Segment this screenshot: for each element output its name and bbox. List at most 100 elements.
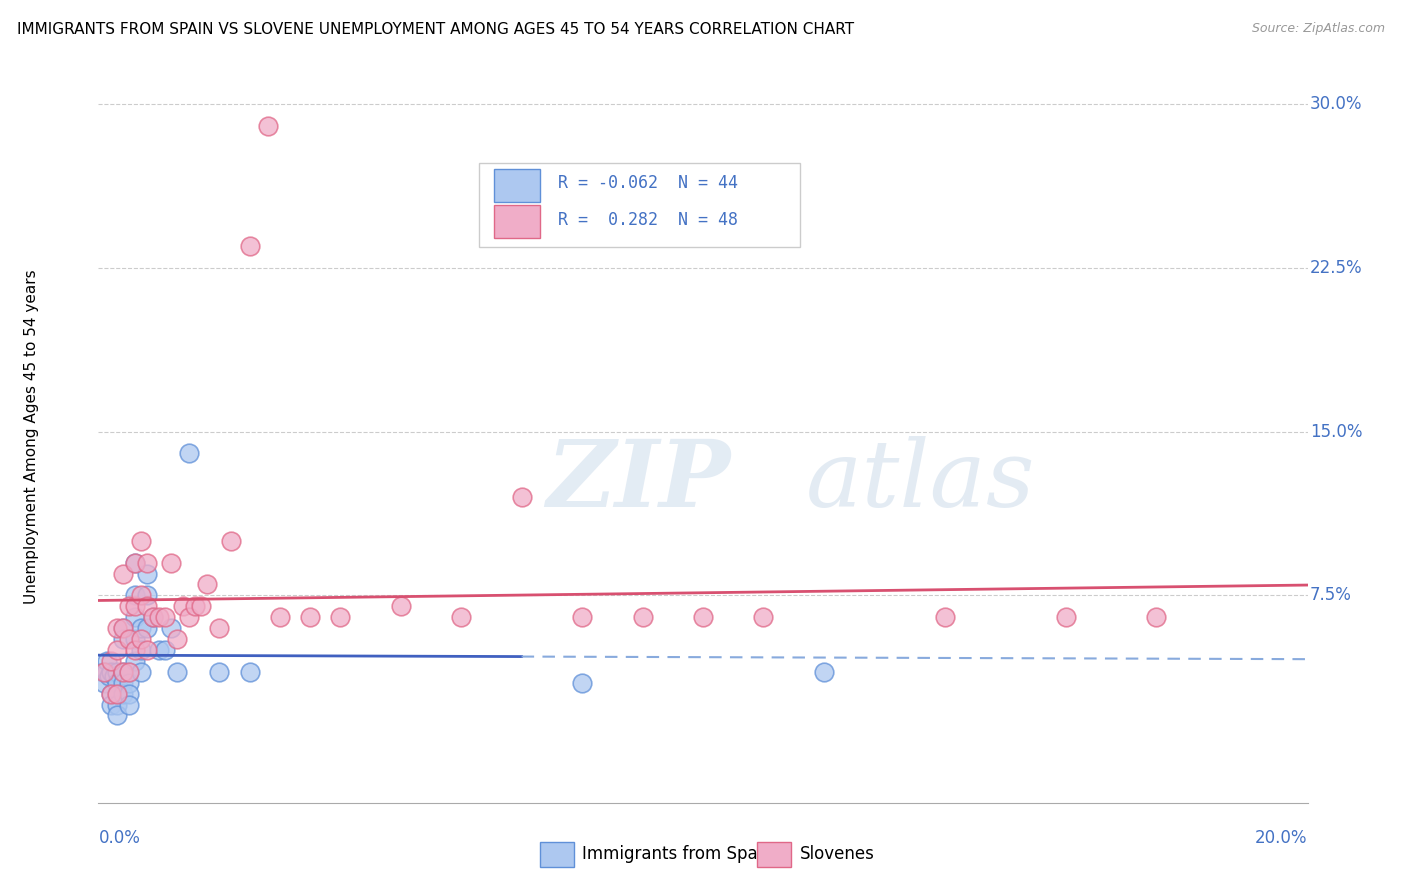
Point <box>813 665 835 679</box>
Point <box>124 599 146 614</box>
Point <box>118 632 141 646</box>
Point <box>450 610 472 624</box>
Point <box>934 610 956 624</box>
Point <box>111 621 134 635</box>
Point <box>118 599 141 614</box>
Text: R = -0.062  N = 44: R = -0.062 N = 44 <box>558 174 738 193</box>
Text: Immigrants from Spain: Immigrants from Spain <box>582 845 773 863</box>
Point <box>124 610 146 624</box>
Point <box>124 556 146 570</box>
Point <box>129 665 152 679</box>
Point <box>160 556 183 570</box>
Text: 30.0%: 30.0% <box>1310 95 1362 113</box>
Point <box>103 669 125 683</box>
Point <box>100 665 122 679</box>
Point <box>105 687 128 701</box>
Point <box>221 533 243 548</box>
Point <box>111 621 134 635</box>
Point <box>118 675 141 690</box>
Point <box>195 577 218 591</box>
Point <box>153 610 176 624</box>
Point <box>256 119 278 133</box>
Point <box>135 599 157 614</box>
Point <box>124 654 146 668</box>
Point <box>118 665 141 679</box>
Point <box>111 665 134 679</box>
Point <box>269 610 291 624</box>
Text: 20.0%: 20.0% <box>1256 829 1308 847</box>
Point <box>96 665 118 679</box>
Point <box>153 643 176 657</box>
Text: 0.0%: 0.0% <box>98 829 141 847</box>
Point <box>179 446 201 460</box>
Point <box>105 621 128 635</box>
Point <box>124 588 146 602</box>
Point <box>135 566 157 581</box>
Point <box>129 588 152 602</box>
Point <box>105 675 128 690</box>
Text: R =  0.282  N = 48: R = 0.282 N = 48 <box>558 211 738 229</box>
Point <box>124 556 146 570</box>
FancyBboxPatch shape <box>494 169 540 202</box>
Point <box>111 687 134 701</box>
Point <box>111 675 134 690</box>
Point <box>190 599 212 614</box>
Point <box>148 643 170 657</box>
Point <box>179 610 201 624</box>
Point <box>111 566 134 581</box>
Point <box>105 698 128 712</box>
Point <box>135 643 157 657</box>
Point <box>105 708 128 723</box>
Point <box>166 665 188 679</box>
Text: 7.5%: 7.5% <box>1310 586 1353 605</box>
Text: Unemployment Among Ages 45 to 54 years: Unemployment Among Ages 45 to 54 years <box>24 269 39 605</box>
Point <box>172 599 194 614</box>
Bar <box>758 841 792 867</box>
FancyBboxPatch shape <box>494 205 540 238</box>
Point <box>100 687 122 701</box>
Point <box>752 610 775 624</box>
Point <box>100 654 122 668</box>
Point <box>129 632 152 646</box>
Point <box>571 675 593 690</box>
Point <box>299 610 322 624</box>
Point <box>111 665 134 679</box>
Text: 15.0%: 15.0% <box>1310 423 1362 441</box>
Point <box>208 621 231 635</box>
Point <box>239 665 262 679</box>
Point <box>93 675 115 690</box>
Point <box>135 621 157 635</box>
Point <box>129 533 152 548</box>
Point <box>389 599 412 614</box>
Point <box>142 610 165 624</box>
Point <box>118 698 141 712</box>
Text: Source: ZipAtlas.com: Source: ZipAtlas.com <box>1251 22 1385 36</box>
Point <box>1144 610 1167 624</box>
Bar <box>540 841 574 867</box>
Point <box>105 665 128 679</box>
Point <box>135 556 157 570</box>
Point <box>208 665 231 679</box>
Point <box>124 632 146 646</box>
Point <box>329 610 352 624</box>
FancyBboxPatch shape <box>479 163 800 247</box>
Point <box>118 687 141 701</box>
Text: 22.5%: 22.5% <box>1310 259 1362 277</box>
Point <box>148 610 170 624</box>
Text: Slovenes: Slovenes <box>800 845 875 863</box>
Point <box>135 588 157 602</box>
Text: ZIP: ZIP <box>546 436 730 526</box>
Point <box>631 610 654 624</box>
Point <box>100 687 122 701</box>
Point <box>184 599 207 614</box>
Point <box>96 654 118 668</box>
Point <box>118 665 141 679</box>
Point <box>239 239 262 253</box>
Point <box>91 665 114 679</box>
Point <box>93 665 115 679</box>
Point <box>510 490 533 504</box>
Point <box>142 610 165 624</box>
Text: atlas: atlas <box>806 436 1035 526</box>
Point <box>124 643 146 657</box>
Point <box>98 669 121 683</box>
